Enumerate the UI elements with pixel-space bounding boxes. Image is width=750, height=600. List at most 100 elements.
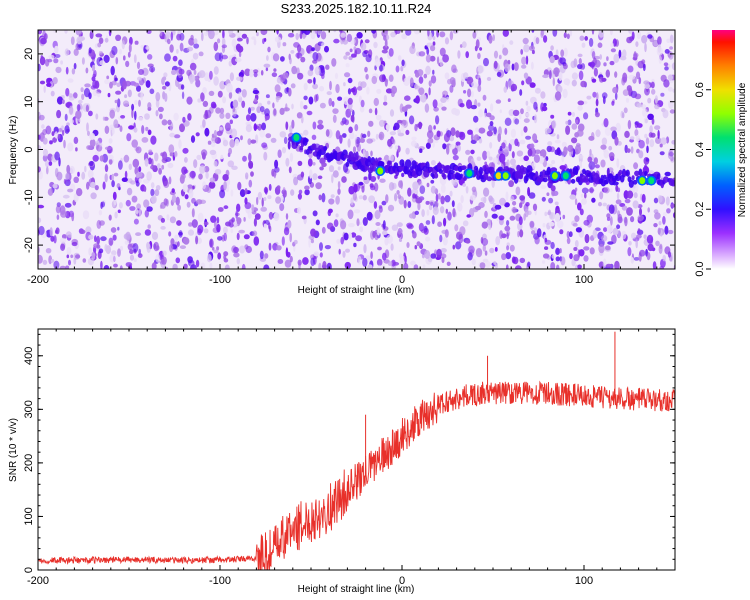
spectrogram-noise-cell (641, 193, 646, 203)
spectrogram-noise-cell (48, 255, 53, 265)
spectrogram-noise-cell (397, 119, 403, 124)
spectrogram-noise-cell (115, 57, 119, 65)
spectrogram-noise-cell (115, 34, 122, 41)
spectrogram-noise-cell (221, 37, 226, 47)
spectrogram-noise-cell (347, 88, 352, 95)
spectrogram-noise-cell (445, 208, 448, 214)
spectrogram-noise-cell (97, 42, 102, 48)
spectrogram-noise-cell (459, 103, 465, 108)
y-tick-label: 200 (23, 454, 35, 472)
spectrogram-noise-cell (550, 45, 554, 51)
spectrogram-noise-cell (46, 82, 52, 87)
spectrogram-noise-cell (274, 84, 281, 93)
spectrogram-noise-cell (604, 245, 611, 251)
spectrogram-noise-cell (173, 134, 181, 139)
spectrogram-noise-cell (137, 253, 143, 258)
spectrogram-noise-cell (274, 36, 282, 43)
spectrogram-noise-cell (474, 205, 482, 211)
spectrogram-noise-cell (165, 31, 171, 39)
spectrogram-noise-cell (504, 117, 512, 127)
spectrogram-noise-cell (254, 213, 261, 220)
spectrogram-noise-cell (333, 30, 337, 33)
spectrogram-noise-cell (55, 229, 58, 234)
spectrogram-noise-cell (467, 252, 473, 261)
spectrogram-noise-cell (653, 40, 659, 47)
spectrogram-noise-cell (647, 243, 654, 252)
spectrogram-noise-cell (427, 257, 433, 263)
spectrogram-noise-cell (592, 91, 597, 98)
spectrogram-noise-cell (297, 30, 301, 35)
spectrogram-noise-cell (155, 253, 161, 263)
signal-track-cell (448, 169, 455, 175)
spectrogram-noise-cell (56, 214, 60, 220)
spectrogram-noise-cell (570, 60, 576, 69)
spectrogram-noise-cell (455, 241, 462, 250)
spectrogram-noise-cell (617, 229, 621, 239)
spectrogram-noise-cell (92, 154, 99, 162)
spectrogram-noise-cell (616, 158, 620, 168)
spectrogram-noise-cell (150, 188, 155, 197)
spectrogram-noise-cell (350, 197, 354, 206)
spectrogram-noise-cell (463, 72, 469, 80)
spectrogram-noise-cell (200, 149, 208, 157)
spectrogram-noise-cell (159, 204, 163, 209)
spectrogram-noise-cell (626, 148, 631, 153)
spectrogram-noise-cell (562, 214, 566, 220)
spectrogram-noise-cell (606, 56, 609, 61)
spectrogram-noise-cell (213, 76, 219, 86)
spectrogram-noise-cell (452, 147, 458, 156)
signal-track-cell (634, 170, 640, 177)
spectrogram-noise-cell (60, 210, 67, 218)
spectrogram-noise-cell (129, 249, 134, 255)
spectrogram-noise-cell (64, 113, 68, 121)
spectrogram-noise-cell (281, 236, 285, 246)
spectrogram-noise-cell (387, 138, 393, 147)
spectrogram-noise-cell (569, 253, 573, 260)
spectrogram-noise-cell (119, 265, 123, 269)
spectrogram-noise-cell (232, 99, 239, 109)
spectrogram-noise-cell (290, 50, 295, 54)
spectrogram-noise-cell (405, 147, 410, 155)
spectrogram-noise-cell (477, 102, 481, 107)
spectrogram-noise-cell (112, 191, 117, 201)
colorbar-tick-label: 0.2 (694, 202, 706, 217)
spectrogram-noise-cell (347, 138, 351, 148)
spectrogram-noise-cell (544, 211, 548, 217)
spectrogram-noise-cell (207, 140, 212, 145)
spectrogram-noise-cell (264, 187, 268, 195)
spectrogram-noise-cell (267, 46, 271, 53)
spectrogram-noise-cell (483, 187, 490, 197)
spectrogram-noise-cell (608, 145, 613, 151)
spectrogram-noise-cell (38, 114, 45, 121)
spectrogram-noise-cell (390, 31, 396, 38)
spectrogram-noise-cell (588, 161, 596, 170)
spectrogram-noise-cell (636, 103, 642, 108)
spectrogram-noise-cell (404, 255, 407, 264)
spectrogram-noise-cell (186, 46, 194, 52)
spectrogram-noise-cell (282, 42, 287, 47)
spectrogram-noise-cell (470, 104, 477, 110)
spectrogram-noise-cell (469, 194, 476, 201)
spectrogram-noise-cell (654, 95, 659, 104)
spectrogram-noise-cell (223, 180, 227, 191)
spectrogram-noise-cell (467, 129, 473, 135)
spectrogram-noise-cell (257, 191, 262, 200)
spectrogram-noise-cell (138, 99, 141, 107)
spectrogram-noise-cell (667, 229, 674, 235)
spectrogram-noise-cell (427, 30, 430, 37)
spectrogram-noise-cell (462, 220, 469, 227)
spectrogram-noise-cell (178, 139, 182, 149)
spectrogram-noise-cell (552, 30, 558, 37)
spectrogram-noise-cell (517, 141, 520, 147)
spectrogram-noise-cell (397, 55, 402, 61)
spectrogram-noise-cell (397, 227, 403, 235)
spectrogram-noise-cell (332, 108, 339, 114)
spectrogram-noise-cell (252, 230, 258, 237)
spectrogram-noise-cell (273, 108, 277, 116)
spectrogram-noise-cell (519, 202, 523, 209)
spectrogram-noise-cell (588, 37, 594, 47)
spectrogram-noise-cell (300, 56, 306, 63)
spectrogram-noise-cell (506, 232, 509, 240)
spectrogram-noise-cell (644, 42, 647, 53)
spectrogram-noise-cell (159, 30, 163, 37)
